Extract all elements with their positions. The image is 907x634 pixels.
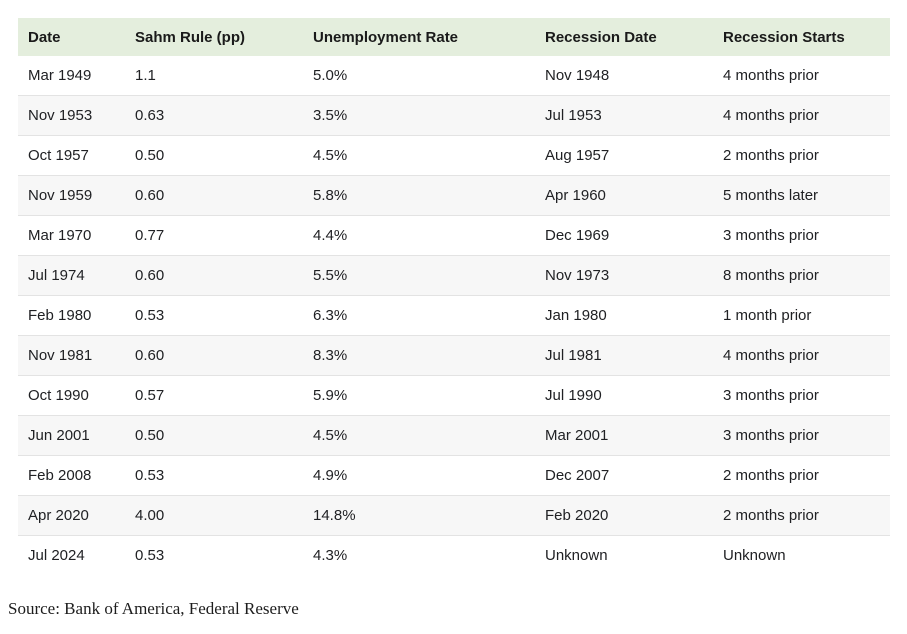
table-header: Date Sahm Rule (pp) Unemployment Rate Re… (18, 18, 890, 56)
cell-date: Oct 1957 (28, 147, 89, 164)
table-row: Mar 1949 1.1 5.0% Nov 1948 4 months prior (18, 56, 890, 96)
cell-date: Feb 1980 (28, 307, 92, 324)
source-note: Source: Bank of America, Federal Reserve (8, 599, 299, 618)
cell-recession-starts: 5 months later (723, 187, 819, 204)
table-row: Feb 2008 0.53 4.9% Dec 2007 2 months prior (18, 455, 890, 496)
cell-unemployment-rate: 8.3% (313, 347, 348, 364)
cell-sahm-rule: 0.63 (135, 107, 165, 124)
cell-unemployment-rate: 5.9% (313, 387, 348, 404)
cell-date: Mar 1970 (28, 227, 92, 244)
cell-recession-date: Mar 2001 (545, 427, 609, 444)
cell-date: Feb 2008 (28, 467, 92, 484)
cell-recession-starts: 2 months prior (723, 467, 819, 484)
table-row: Nov 1981 0.60 8.3% Jul 1981 4 months prior (18, 335, 890, 376)
table-row: Feb 1980 0.53 6.3% Jan 1980 1 month prior (18, 295, 890, 336)
cell-sahm-rule: 4.00 (135, 507, 165, 524)
table-row: Nov 1959 0.60 5.8% Apr 1960 5 months later (18, 175, 890, 216)
cell-date: Apr 2020 (28, 507, 89, 524)
cell-unemployment-rate: 3.5% (313, 107, 348, 124)
cell-date: Jun 2001 (28, 427, 90, 444)
cell-recession-date: Jan 1980 (545, 307, 607, 324)
cell-sahm-rule: 1.1 (135, 67, 156, 84)
header-row: Date Sahm Rule (pp) Unemployment Rate Re… (18, 18, 890, 56)
cell-unemployment-rate: 4.5% (313, 427, 348, 444)
cell-recession-date: Jul 1953 (545, 107, 602, 124)
cell-sahm-rule: 0.60 (135, 187, 165, 204)
cell-recession-starts: 8 months prior (723, 267, 819, 284)
column-header-recession-starts: Recession Starts (713, 18, 890, 56)
cell-recession-starts: 4 months prior (723, 347, 819, 364)
cell-sahm-rule: 0.60 (135, 347, 165, 364)
cell-recession-starts: 3 months prior (723, 387, 819, 404)
column-header-date: Date (18, 18, 125, 56)
cell-unemployment-rate: 4.9% (313, 467, 348, 484)
table-row: Oct 1957 0.50 4.5% Aug 1957 2 months prior (18, 135, 890, 176)
cell-recession-date: Jul 1990 (545, 387, 602, 404)
cell-recession-date: Dec 2007 (545, 467, 610, 484)
cell-recession-date: Unknown (545, 547, 608, 564)
cell-unemployment-rate: 5.5% (313, 267, 348, 284)
cell-date: Jul 1974 (28, 267, 85, 284)
table-row: Nov 1953 0.63 3.5% Jul 1953 4 months prior (18, 95, 890, 136)
table-row: Jun 2001 0.50 4.5% Mar 2001 3 months prior (18, 415, 890, 456)
cell-unemployment-rate: 4.4% (313, 227, 348, 244)
cell-recession-starts: 3 months prior (723, 427, 819, 444)
table-row: Jul 1974 0.60 5.5% Nov 1973 8 months prior (18, 255, 890, 296)
cell-sahm-rule: 0.53 (135, 547, 165, 564)
cell-recession-starts: 2 months prior (723, 507, 819, 524)
column-header-unemployment-rate: Unemployment Rate (303, 18, 535, 56)
cell-recession-date: Apr 1960 (545, 187, 606, 204)
cell-sahm-rule: 0.60 (135, 267, 165, 284)
cell-unemployment-rate: 6.3% (313, 307, 348, 324)
cell-unemployment-rate: 4.5% (313, 147, 348, 164)
cell-unemployment-rate: 14.8% (313, 507, 356, 524)
cell-date: Mar 1949 (28, 67, 92, 84)
cell-sahm-rule: 0.77 (135, 227, 165, 244)
cell-date: Nov 1981 (28, 347, 93, 364)
cell-sahm-rule: 0.53 (135, 467, 165, 484)
cell-date: Nov 1959 (28, 187, 93, 204)
table-row: Mar 1970 0.77 4.4% Dec 1969 3 months prior (18, 215, 890, 256)
cell-recession-date: Dec 1969 (545, 227, 610, 244)
column-header-sahm-rule: Sahm Rule (pp) (125, 18, 303, 56)
cell-recession-starts: 2 months prior (723, 147, 819, 164)
cell-recession-starts: 4 months prior (723, 67, 819, 84)
cell-unemployment-rate: 5.0% (313, 67, 348, 84)
cell-recession-date: Feb 2020 (545, 507, 609, 524)
cell-recession-starts: 4 months prior (723, 107, 819, 124)
cell-date: Nov 1953 (28, 107, 93, 124)
cell-sahm-rule: 0.53 (135, 307, 165, 324)
cell-recession-starts: 1 month prior (723, 307, 812, 324)
page: Date Sahm Rule (pp) Unemployment Rate Re… (8, 18, 890, 618)
cell-date: Jul 2024 (28, 547, 85, 564)
table-row: Apr 2020 4.00 14.8% Feb 2020 2 months prior (18, 495, 890, 536)
cell-sahm-rule: 0.57 (135, 387, 165, 404)
sahm-rule-recession-table: Date Sahm Rule (pp) Unemployment Rate Re… (18, 18, 890, 575)
cell-date: Oct 1990 (28, 387, 89, 404)
table-row: Oct 1990 0.57 5.9% Jul 1990 3 months prior (18, 375, 890, 416)
cell-recession-date: Aug 1957 (545, 147, 610, 164)
column-header-recession-date: Recession Date (535, 18, 713, 56)
cell-recession-date: Jul 1981 (545, 347, 602, 364)
cell-recession-date: Nov 1948 (545, 67, 610, 84)
table-body: Mar 1949 1.1 5.0% Nov 1948 4 months prior Nov… (18, 56, 890, 575)
cell-unemployment-rate: 5.8% (313, 187, 348, 204)
table-row: Jul 2024 0.53 4.3% Unknown Unknown (18, 535, 890, 576)
cell-sahm-rule: 0.50 (135, 427, 165, 444)
cell-recession-starts: Unknown (723, 547, 786, 564)
cell-recession-date: Nov 1973 (545, 267, 610, 284)
cell-recession-starts: 3 months prior (723, 227, 819, 244)
cell-sahm-rule: 0.50 (135, 147, 165, 164)
cell-unemployment-rate: 4.3% (313, 547, 348, 564)
